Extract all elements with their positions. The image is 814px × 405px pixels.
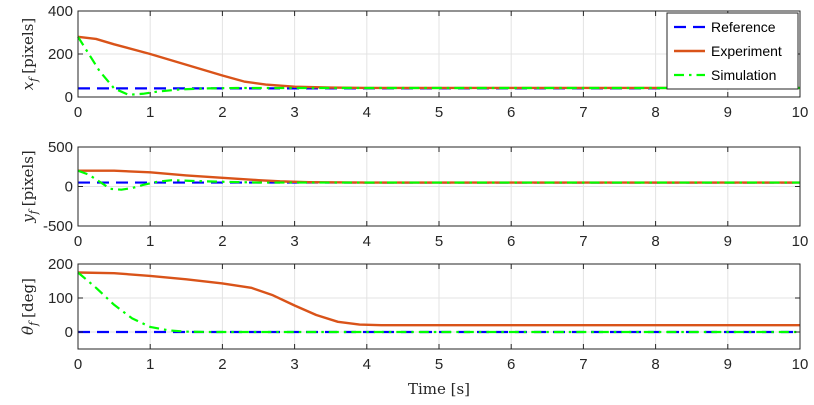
x-tick-label: 6: [507, 356, 515, 373]
series-line-experiment: [78, 169, 800, 184]
x-tick-label: 6: [507, 233, 515, 250]
x-tick-label: 5: [435, 104, 443, 121]
x-tick-label: 4: [363, 233, 371, 250]
x-tick-label: 2: [218, 104, 226, 121]
x-tick-label: 4: [363, 356, 371, 373]
x-tick-label: 10: [792, 233, 809, 250]
x-tick-label: 7: [579, 356, 587, 373]
series-line-experiment: [77, 271, 800, 327]
series-line-simulation: [77, 271, 800, 334]
x-tick-label: 7: [579, 104, 587, 121]
x-tick-label: 10: [792, 356, 809, 373]
y-axis-label-unit: [pixels]: [19, 18, 37, 74]
y-axis-label-subscript: f: [27, 208, 40, 215]
x-tick-label: 9: [724, 233, 732, 250]
y-tick-label: 200: [48, 46, 73, 63]
x-tick-label: 8: [651, 233, 659, 250]
x-tick-label: 1: [146, 233, 154, 250]
x-tick-label: 0: [74, 356, 82, 373]
y-axis-label: xf [pixels]: [19, 18, 40, 90]
y-tick-label: 0: [65, 179, 73, 196]
y-axis-label-variable: y: [19, 214, 37, 224]
x-tick-label: 6: [507, 104, 515, 121]
x-tick-label: 4: [363, 104, 371, 121]
x-tick-label: 9: [724, 104, 732, 121]
y-tick-label: 100: [48, 290, 73, 307]
legend-label-experiment: Experiment: [711, 43, 782, 59]
x-tick-label: 9: [724, 356, 732, 373]
y-axis-label-unit: [deg]: [19, 278, 37, 318]
y-axis-label-unit: [pixels]: [19, 150, 37, 206]
x-tick-label: 10: [792, 104, 809, 121]
x-tick-label: 5: [435, 356, 443, 373]
x-tick-label: 7: [579, 233, 587, 250]
x-tick-label: 5: [435, 233, 443, 250]
x-tick-label: 1: [146, 356, 154, 373]
y-axis-label: θf [deg]: [19, 278, 40, 335]
y-axis-label: yf [pixels]: [19, 150, 40, 224]
x-tick-label: 3: [290, 356, 298, 373]
y-tick-label: 400: [48, 3, 73, 20]
x-tick-label: 2: [218, 356, 226, 373]
x-axis-label: Time [s]: [408, 380, 470, 398]
x-tick-label: 3: [290, 233, 298, 250]
y-tick-label: 500: [48, 139, 73, 156]
legend: Reference Experiment Simulation: [666, 12, 799, 90]
y-tick-label: -500: [43, 218, 73, 235]
legend-label-reference: Reference: [711, 19, 776, 35]
subplot-1: 0 1 2 3 4 5 6 7 8 9 10 0 200 400 xf [pixels] Reference Ex…: [19, 3, 808, 121]
x-tick-label: 1: [146, 104, 154, 121]
x-tick-label: 8: [651, 104, 659, 121]
y-axis-label-variable: θ: [19, 326, 37, 335]
x-tick-label: 2: [218, 233, 226, 250]
x-tick-label: 8: [651, 356, 659, 373]
x-tick-label: 0: [74, 233, 82, 250]
y-tick-label: 200: [48, 256, 73, 273]
legend-label-simulation: Simulation: [711, 67, 776, 83]
y-tick-label: 0: [65, 324, 73, 341]
series-line-simulation: [77, 169, 800, 191]
x-tick-label: 0: [74, 104, 82, 121]
series-line-simulation: [77, 36, 800, 96]
y-axis-label-subscript: f: [27, 76, 40, 83]
y-axis-label-subscript: f: [27, 320, 40, 327]
y-tick-label: 0: [65, 89, 73, 106]
x-tick-label: 3: [290, 104, 298, 121]
y-axis-label-variable: x: [19, 81, 37, 90]
